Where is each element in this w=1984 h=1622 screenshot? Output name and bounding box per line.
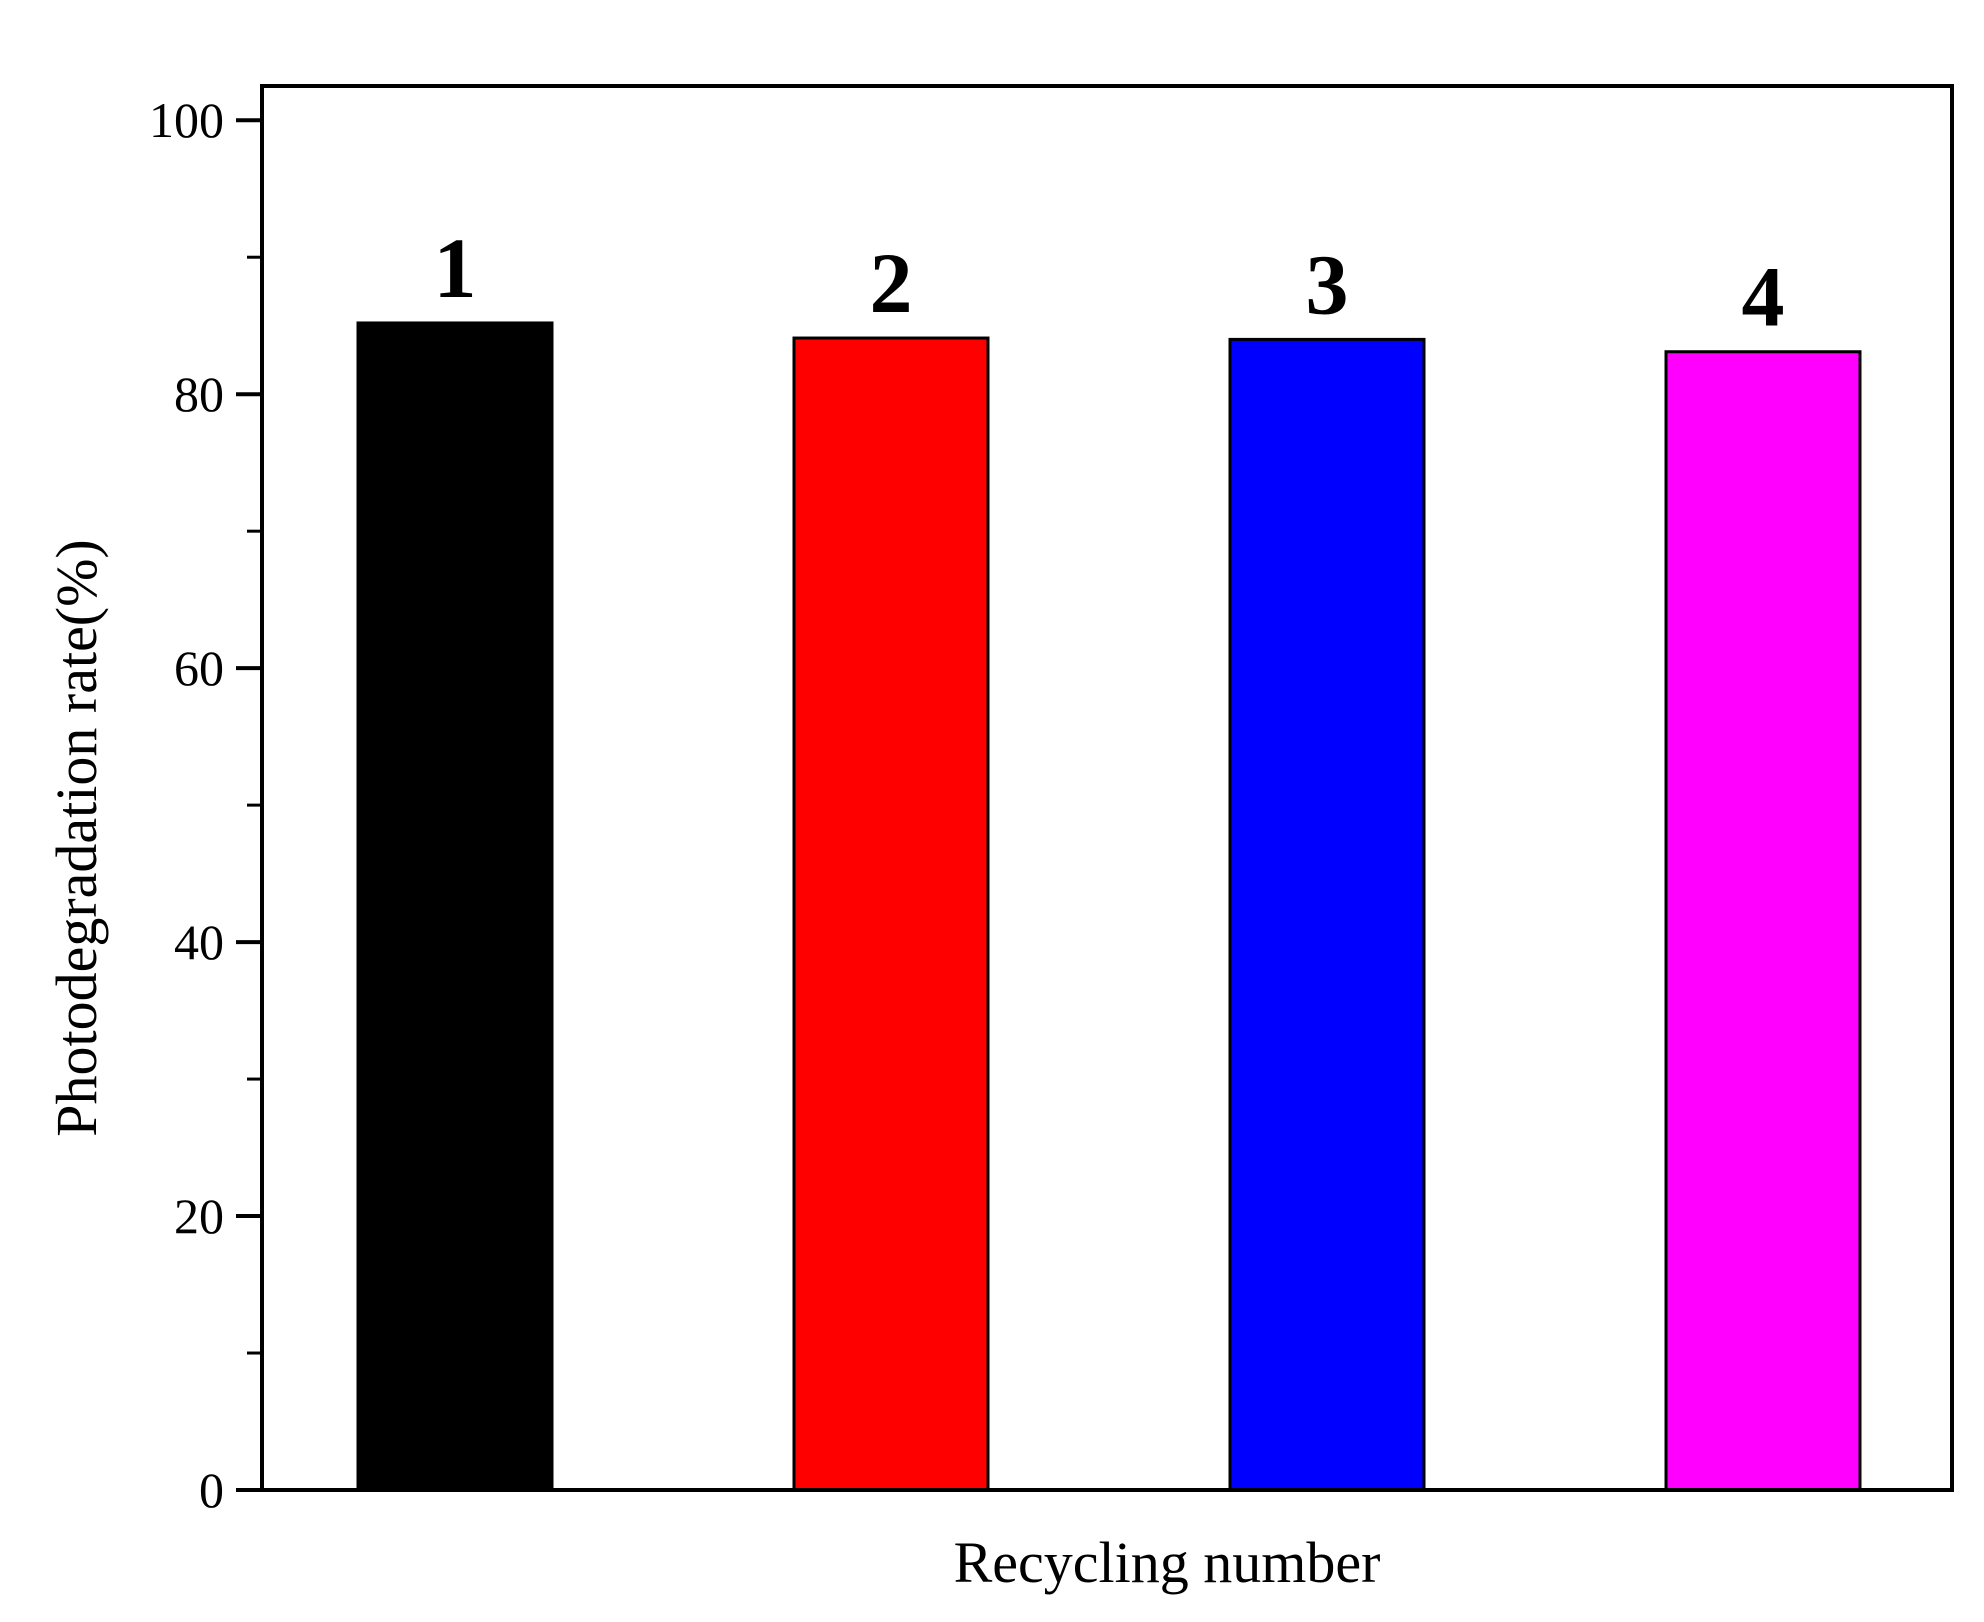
y-tick-label: 40 <box>174 914 224 970</box>
bar-2 <box>792 336 990 1492</box>
y-tick-label: 60 <box>174 640 224 696</box>
y-tick-label: 80 <box>174 366 224 422</box>
y-axis: 0 20 40 60 80 100 <box>149 92 262 1518</box>
plot-frame <box>260 84 1954 1492</box>
bar-label-2: 2 <box>870 235 913 331</box>
y-tick-label: 100 <box>149 92 224 148</box>
x-axis-title: Recycling number <box>954 1530 1381 1595</box>
bar-label-4: 4 <box>1742 249 1785 345</box>
bar-labels: 1 2 3 4 <box>434 220 1785 345</box>
y-tick-label: 0 <box>199 1462 224 1518</box>
bar-3 <box>1228 337 1426 1492</box>
bar-label-1: 1 <box>434 220 477 316</box>
y-axis-title: Photodegradation rate(%) <box>44 539 109 1137</box>
bar-4 <box>1664 350 1862 1492</box>
bars-layer <box>356 321 1862 1492</box>
bar-1 <box>356 321 554 1492</box>
bar-label-3: 3 <box>1306 236 1349 332</box>
y-tick-label: 20 <box>174 1188 224 1244</box>
